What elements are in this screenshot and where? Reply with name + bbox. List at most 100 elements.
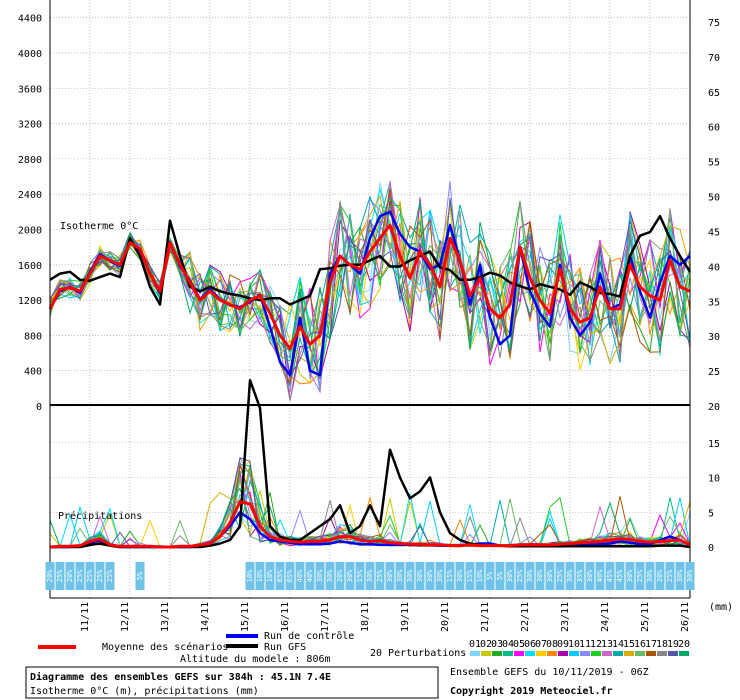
probability-cell: [415, 562, 425, 590]
perturbation-number-12: 12: [590, 639, 602, 650]
perturbation-swatch-11: [580, 651, 590, 656]
probability-cell: [65, 562, 75, 590]
probability-cell: [635, 562, 645, 590]
x-tick-label: 17/11: [320, 602, 331, 632]
probability-cell: [285, 562, 295, 590]
perturbation-swatch-15: [624, 651, 634, 656]
probability-cell: [95, 562, 105, 590]
probability-label: 15%: [356, 569, 364, 582]
perturbation-swatch-19: [668, 651, 678, 656]
probability-cell: [265, 562, 275, 590]
probability-label: 20%: [336, 569, 344, 582]
perturbation-number-07: 07: [535, 639, 547, 650]
probability-label: 40%: [296, 569, 304, 582]
left-tick-label: 1200: [18, 296, 42, 307]
probability-cell: [675, 562, 685, 590]
right-tick-label: 0: [708, 543, 714, 554]
probability-label: 30%: [406, 569, 414, 582]
probability-label: 40%: [596, 569, 604, 582]
left-tick-label: 3200: [18, 120, 42, 131]
probability-cell: [395, 562, 405, 590]
perturbation-number-17: 17: [645, 639, 657, 650]
probability-cell: [255, 562, 265, 590]
probability-label: 30%: [526, 569, 534, 582]
probability-cell: [625, 562, 635, 590]
perturbation-swatch-13: [602, 651, 612, 656]
perturbation-swatch-12: [591, 651, 601, 656]
right-tick-label: 35: [708, 297, 720, 308]
perturbation-number-14: 14: [612, 639, 624, 650]
probability-cell: [405, 562, 415, 590]
perturbation-swatch-14: [613, 651, 623, 656]
probability-label: 15%: [446, 569, 454, 582]
probability-cell: [375, 562, 385, 590]
perturbation-swatch-20: [679, 651, 689, 656]
probability-cell: [685, 562, 695, 590]
x-tick-label: 23/11: [560, 602, 571, 632]
probability-cell: [595, 562, 605, 590]
x-tick-label: 13/11: [160, 602, 171, 632]
left-tick-label: 400: [24, 367, 42, 378]
probability-cell: [295, 562, 305, 590]
chart-axes: 4400400036003200280024002000160012008004…: [18, 0, 720, 599]
right-tick-label: 30: [708, 332, 720, 343]
x-tick-label: 20/11: [440, 602, 451, 632]
probability-cell: [515, 562, 525, 590]
probability-cell: [455, 562, 465, 590]
probability-cell: [445, 562, 455, 590]
series-run-gfs: [49, 214, 692, 306]
probability-label: 30%: [386, 569, 394, 582]
perturbation-number-06: 06: [524, 639, 536, 650]
right-tick-label: 10: [708, 474, 720, 485]
right-tick-label: 70: [708, 53, 720, 64]
probability-label: 5%: [496, 571, 504, 580]
probability-cell: [475, 562, 485, 590]
probability-label: 30%: [436, 569, 444, 582]
probability-cell: [305, 562, 315, 590]
perturbation-swatch-10: [569, 651, 579, 656]
right-tick-label: 40: [708, 262, 720, 273]
left-tick-label: 800: [24, 331, 42, 342]
probability-cell: [525, 562, 535, 590]
perturbation-number-10: 10: [568, 639, 580, 650]
right-tick-label: 15: [708, 439, 720, 450]
main-series: [48, 210, 692, 549]
perturbation-number-20: 20: [678, 639, 690, 650]
perturbation-number-15: 15: [623, 639, 635, 650]
legend-gfs-label: Run GFS: [264, 642, 306, 653]
probability-cell: [135, 562, 145, 590]
legend: Moyenne des scénarios Run de contrôle Ru…: [38, 630, 690, 665]
probability-cell: [385, 562, 395, 590]
perturbation-number-02: 02: [480, 639, 492, 650]
probability-cell: [495, 562, 505, 590]
probability-label: 25%: [376, 569, 384, 582]
probability-label: 20%: [46, 569, 54, 582]
probability-label: 30%: [426, 569, 434, 582]
probability-label: 30%: [456, 569, 464, 582]
probability-label: 25%: [96, 569, 104, 582]
right-tick-label: 25: [708, 367, 720, 378]
probability-label: 5%: [486, 571, 494, 580]
left-tick-label: 1600: [18, 261, 42, 272]
perturbation-swatch-06: [525, 651, 535, 656]
x-tick-label: 12/11: [120, 602, 131, 632]
probability-cell: [325, 562, 335, 590]
probability-label: 20%: [66, 569, 74, 582]
probability-label: 25%: [86, 569, 94, 582]
x-tick-label: 14/11: [200, 602, 211, 632]
probability-label: 10%: [256, 569, 264, 582]
legend-perturbations-label: 20 Perturbations: [370, 648, 466, 659]
probability-label: 25%: [556, 569, 564, 582]
x-tick-label: 21/11: [480, 602, 491, 632]
probability-label: 10%: [476, 569, 484, 582]
footer-run-info: Ensemble GEFS du 10/11/2019 - 06Z: [450, 667, 649, 678]
probability-cell: [425, 562, 435, 590]
right-tick-label: 65: [708, 88, 720, 99]
probability-label: 5%: [136, 571, 144, 580]
legend-mean-label: Moyenne des scénarios: [102, 641, 228, 653]
x-tick-label: 24/11: [600, 602, 611, 632]
probability-label: 30%: [416, 569, 424, 582]
probability-cell: [585, 562, 595, 590]
